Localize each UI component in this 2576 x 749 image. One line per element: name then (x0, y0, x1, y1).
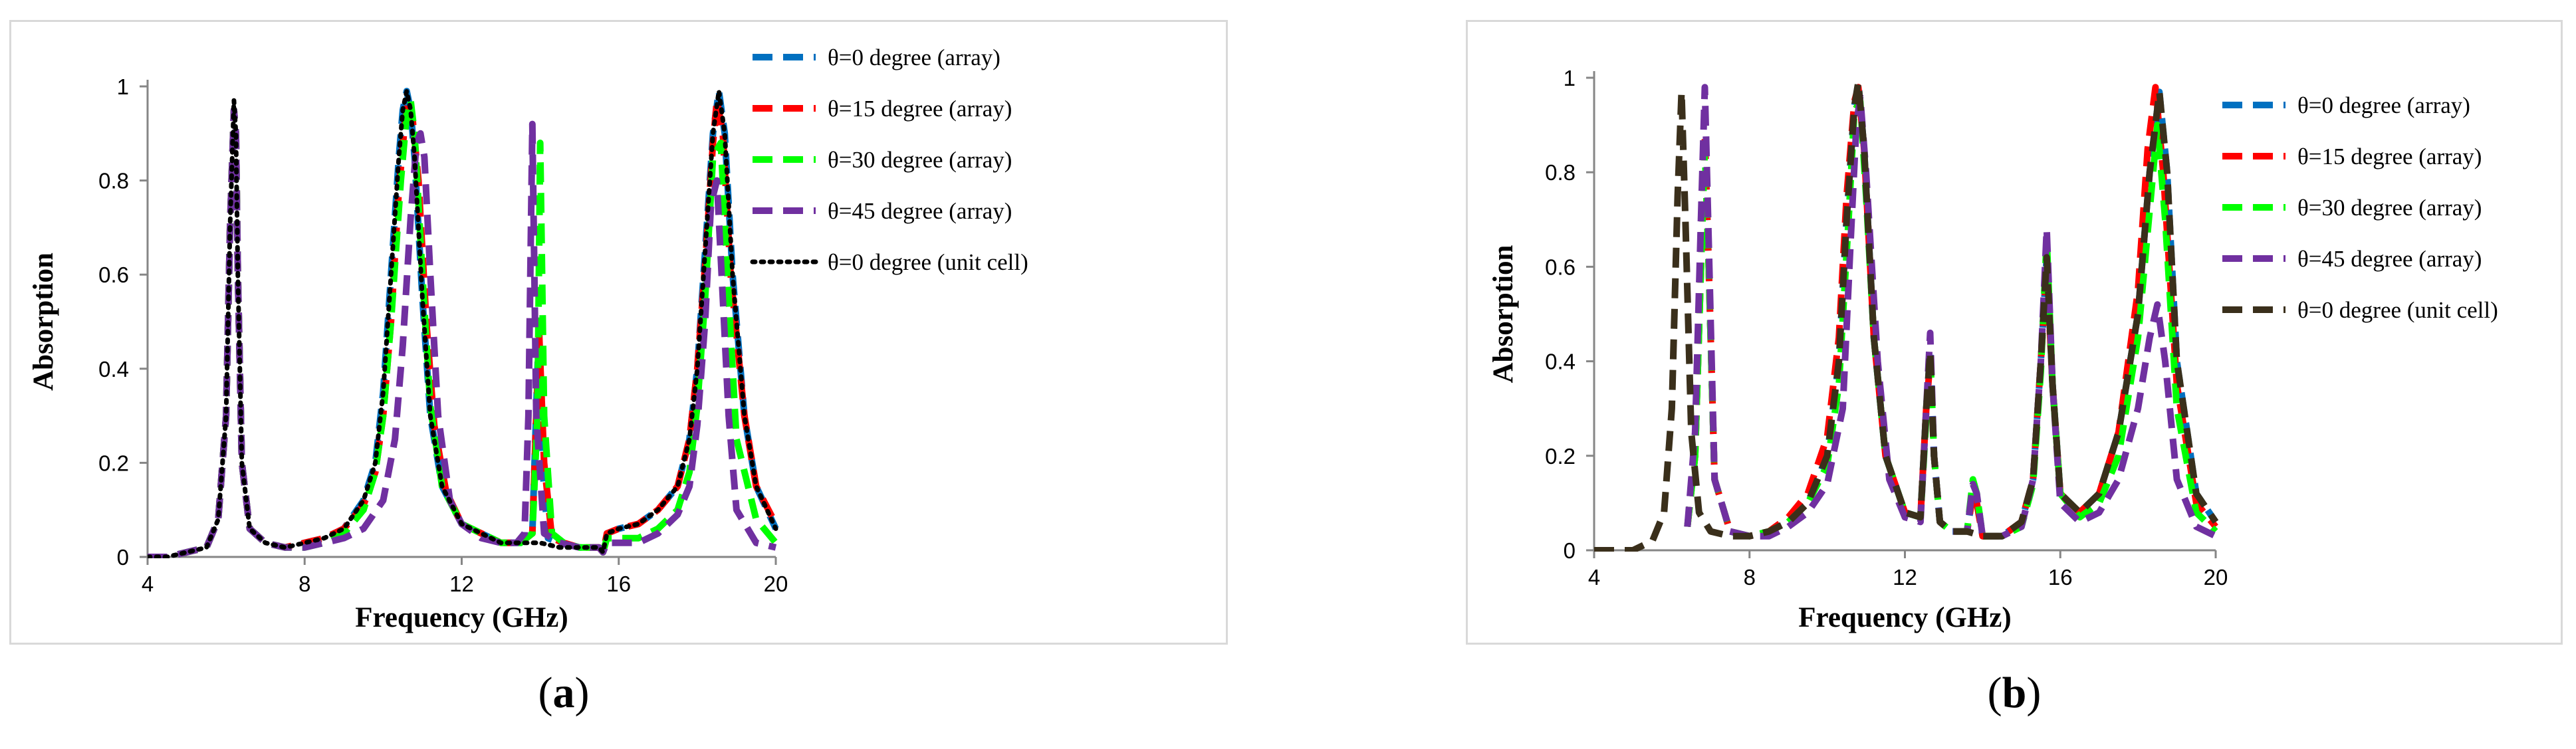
legend-label-4: θ=45 degree (array) (2297, 246, 2482, 272)
y-axis-title: Absorption (28, 253, 59, 391)
x-tick-label: 4 (1588, 565, 1600, 589)
chart-b-svg: 4 8 12 16 20 0 0.2 0.4 0.6 0.8 1 Frequency (GHz) Abs… (1488, 66, 2498, 633)
y-tick-label: 1 (117, 74, 129, 99)
x-tick-label: 16 (2048, 565, 2073, 589)
y-tick-label: 0.2 (1545, 444, 1576, 469)
x-axis-title: Frequency (GHz) (355, 602, 568, 633)
chart-a-svg: 4 8 12 16 20 0 0.2 0.4 0.6 0.8 1 Frequency (GHz) Abs… (28, 45, 1028, 633)
series-line-2 (1684, 84, 2218, 540)
x-tick-label: 4 (142, 572, 154, 596)
y-tick-label: 0.6 (98, 263, 129, 287)
legend-label-2: θ=15 degree (array) (2297, 144, 2482, 169)
y-tick-label: 0.8 (1545, 160, 1576, 185)
y-tick-label: 0.4 (1545, 350, 1576, 374)
y-tick-label: 0.8 (98, 169, 129, 193)
y-tick-label: 1 (1564, 66, 1576, 90)
x-tick-label: 20 (764, 572, 788, 596)
x-tick-label: 12 (1893, 565, 1917, 589)
caption-b-open: ( (1987, 669, 2002, 717)
series-line-5 (148, 88, 778, 558)
x-tick-label: 16 (606, 572, 631, 596)
y-tick-label: 0.2 (98, 451, 129, 475)
x-axis-title: Frequency (GHz) (1798, 602, 2011, 633)
y-tick-label: 0 (117, 545, 129, 570)
caption-a: (a) (497, 668, 630, 718)
x-tick-label: 8 (298, 572, 310, 596)
x-tick-label: 20 (2204, 565, 2228, 589)
legend-label-1: θ=0 degree (array) (2297, 92, 2470, 118)
y-tick-label: 0.4 (98, 357, 129, 381)
y-tick-label: 0 (1564, 538, 1576, 563)
x-tick-label: 12 (449, 572, 474, 596)
caption-b: (b) (1948, 668, 2081, 718)
chart-panel-b: 4 8 12 16 20 0 0.2 0.4 0.6 0.8 1 Frequency (GHz) Abs… (1466, 20, 2563, 645)
caption-b-letter: b (2002, 669, 2027, 717)
legend-label-5: θ=0 degree (unit cell) (828, 249, 1028, 275)
caption-a-open: ( (538, 669, 553, 717)
legend-label-4: θ=45 degree (array) (828, 198, 1012, 224)
legend-label-3: θ=30 degree (array) (828, 147, 1012, 173)
caption-b-close: ) (2026, 669, 2042, 717)
y-axis-title: Absorption (1488, 245, 1519, 383)
y-tick-label: 0.6 (1545, 255, 1576, 279)
legend-label-3: θ=30 degree (array) (2297, 195, 2482, 221)
legend-label-5: θ=0 degree (unit cell) (2297, 297, 2498, 323)
legend-label-2: θ=15 degree (array) (828, 96, 1012, 122)
series-line-4 (148, 106, 777, 558)
x-tick-label: 8 (1744, 565, 1756, 589)
legend-label-1: θ=0 degree (array) (828, 45, 1000, 70)
caption-a-letter: a (552, 669, 575, 717)
series-line-5 (1594, 79, 2219, 552)
chart-panel-a: 4 8 12 16 20 0 0.2 0.4 0.6 0.8 1 Frequency (GHz) Abs… (9, 20, 1228, 645)
caption-a-close: ) (574, 669, 590, 717)
